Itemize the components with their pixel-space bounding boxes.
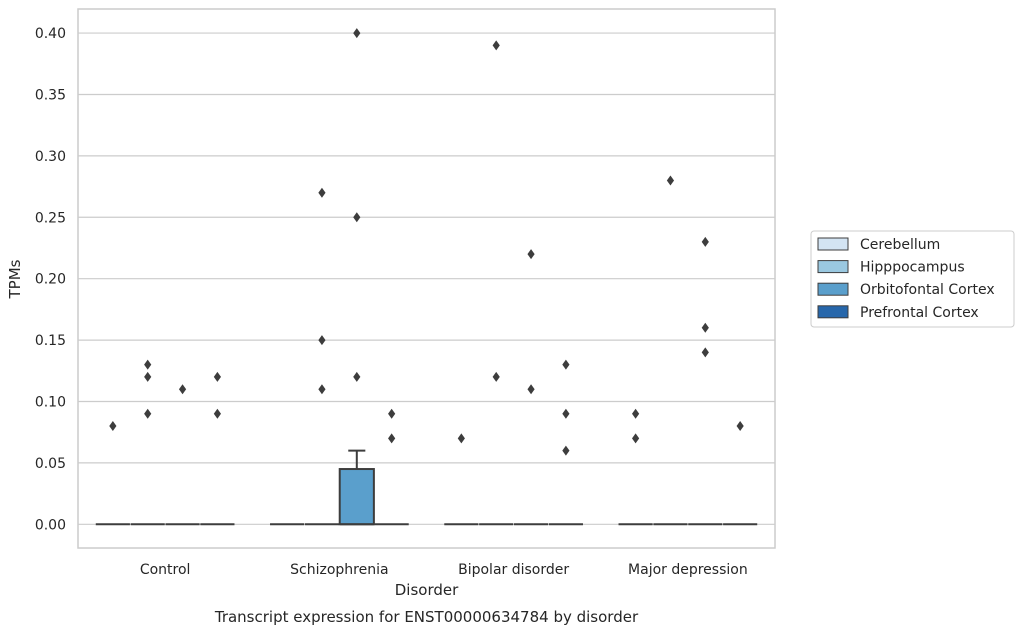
outlier-marker [701,347,709,358]
outlier-marker [144,408,152,419]
outlier-markers [109,28,744,456]
grid-lines [78,32,775,525]
x-tick-label: Control [140,562,191,578]
outlier-marker [213,371,221,382]
outlier-marker [562,359,570,370]
y-tick-label: 0.35 [35,87,66,103]
legend-label: Orbitofontal Cortex [860,282,995,298]
outlier-marker [353,28,361,39]
y-tick-label: 0.30 [35,149,66,165]
outlier-marker [178,384,187,395]
outlier-marker [492,371,500,382]
outlier-marker [562,408,570,419]
x-axis-ticks: Control Schizophrenia Bipolar disorder Majo… [140,562,748,578]
y-tick-label: 0.25 [35,210,66,226]
x-tick-label: Major depression [628,562,748,578]
y-axis-title: TPMs [6,259,24,299]
outlier-marker [318,187,326,198]
chart-caption: Transcript expression for ENST0000063478… [214,608,639,626]
outlier-marker [388,433,396,444]
outlier-marker [144,371,152,382]
outlier-marker [492,40,500,51]
outlier-marker [318,384,326,395]
y-tick-label: 0.05 [35,456,66,472]
outlier-marker [318,335,326,346]
outlier-marker [527,249,535,260]
legend-label: Cerebellum [860,237,940,253]
y-tick-label: 0.15 [35,333,66,349]
legend-items: Cerebellum Hipppocampus Orbitofontal Corte… [817,237,995,321]
y-tick-label: 0.10 [35,394,66,410]
plot-frame [77,8,776,549]
box-orbitofontal-cortex [338,449,375,526]
y-tick-label: 0.20 [35,272,66,288]
outlier-marker [666,175,675,186]
outlier-marker [213,408,221,419]
y-tick-label: 0.40 [35,26,66,42]
outlier-marker [701,322,709,333]
outlier-marker [353,212,361,223]
y-tick-label: 0.00 [35,517,66,533]
x-tick-label: Bipolar disorder [458,562,569,578]
legend-swatch [817,282,849,296]
outlier-marker [736,421,744,432]
outlier-marker [353,371,361,382]
legend-swatch [817,305,849,319]
outlier-marker [562,445,570,456]
box-body [338,468,375,526]
legend-label: Hipppocampus [860,260,965,276]
legend-swatch [817,260,849,274]
outlier-marker [632,408,640,419]
outlier-marker [701,236,709,247]
outlier-marker [457,433,465,444]
boxes [95,449,758,526]
legend-frame [810,230,1015,328]
outlier-marker [109,421,117,432]
x-axis-title: Disorder [395,581,459,599]
legend-label: Prefrontal Cortex [860,305,979,321]
outlier-marker [632,433,640,444]
legend: Cerebellum Hipppocampus Orbitofontal Corte… [810,230,1015,328]
y-axis-ticks: 0.00 0.05 0.10 0.15 0.20 0.25 0.30 0.35 0.40 [35,26,66,533]
outlier-marker [388,408,396,419]
outlier-marker [144,359,152,370]
outlier-marker [527,384,535,395]
legend-swatch [817,237,849,251]
x-tick-label: Schizophrenia [290,562,388,578]
